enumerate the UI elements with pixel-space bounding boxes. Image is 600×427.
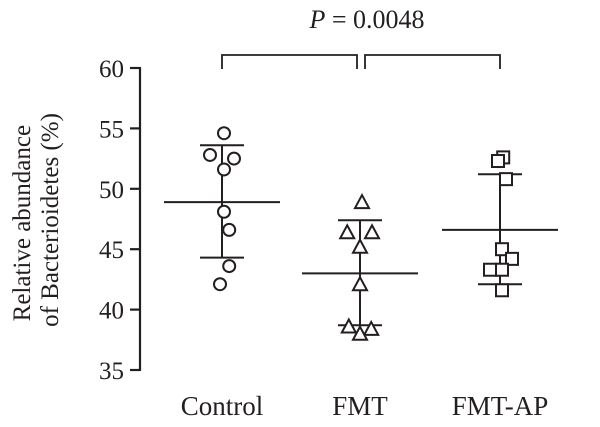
y-tick-label-55: 55: [99, 116, 124, 143]
y-tick-label-60: 60: [99, 56, 124, 83]
p-value-label: P = 0.0048: [308, 5, 424, 34]
axes: 35 40 45 50 55 60: [99, 56, 142, 385]
data-point-circle: [227, 151, 241, 166]
bracket-control-fmt: [221, 54, 358, 69]
data-point-square: [495, 283, 509, 298]
group-fmt: [302, 192, 418, 341]
data-point-square: [495, 262, 509, 277]
data-point-triangle: [353, 192, 371, 210]
group-fmt-ap: [442, 150, 558, 298]
data-point-circle: [222, 259, 237, 274]
data-point-circle: [213, 277, 227, 292]
data-point-circle: [203, 147, 217, 162]
x-label-fmt: FMT: [332, 391, 388, 421]
x-label-control: Control: [181, 391, 264, 421]
y-tick-labels: 35 40 45 50 55 60: [99, 56, 124, 385]
data-point-circle: [217, 162, 231, 177]
data-point-square: [505, 251, 519, 266]
y-tick-label-50: 50: [99, 177, 124, 204]
data-point-circle: [222, 222, 237, 237]
data-point-triangle: [363, 223, 381, 240]
p-symbol: P: [308, 5, 325, 34]
significance-annotation: P = 0.0048: [221, 5, 501, 69]
data-point-triangle: [351, 275, 369, 292]
x-category-labels: Control FMT FMT-AP: [181, 391, 549, 421]
bracket-fmt-fmtap: [364, 54, 501, 69]
data-groups: [164, 126, 558, 341]
data-point-square: [483, 262, 497, 277]
y-tick-label-45: 45: [99, 237, 124, 264]
y-tick-label-40: 40: [99, 298, 124, 325]
x-label-fmt-ap: FMT-AP: [452, 391, 549, 421]
p-value: = 0.0048: [325, 5, 424, 34]
data-point-square: [499, 172, 513, 187]
data-point-triangle: [351, 237, 369, 254]
y-ticks: [130, 66, 140, 372]
y-axis-label-line-1: Relative abundance: [9, 125, 36, 321]
data-point-triangle: [338, 223, 356, 240]
data-point-square: [491, 154, 505, 169]
data-point-circle: [217, 126, 231, 141]
data-point-triangle: [351, 324, 369, 341]
data-point-circle: [217, 204, 231, 219]
y-axis-label: Relative abundance of Bacterioidetes (%): [9, 113, 64, 327]
y-tick-label-35: 35: [99, 358, 124, 385]
data-point-triangle: [340, 317, 358, 334]
group-control: [164, 126, 280, 292]
y-axis-label-line-2: of Bacterioidetes (%): [37, 113, 64, 327]
data-point-triangle: [362, 319, 380, 336]
